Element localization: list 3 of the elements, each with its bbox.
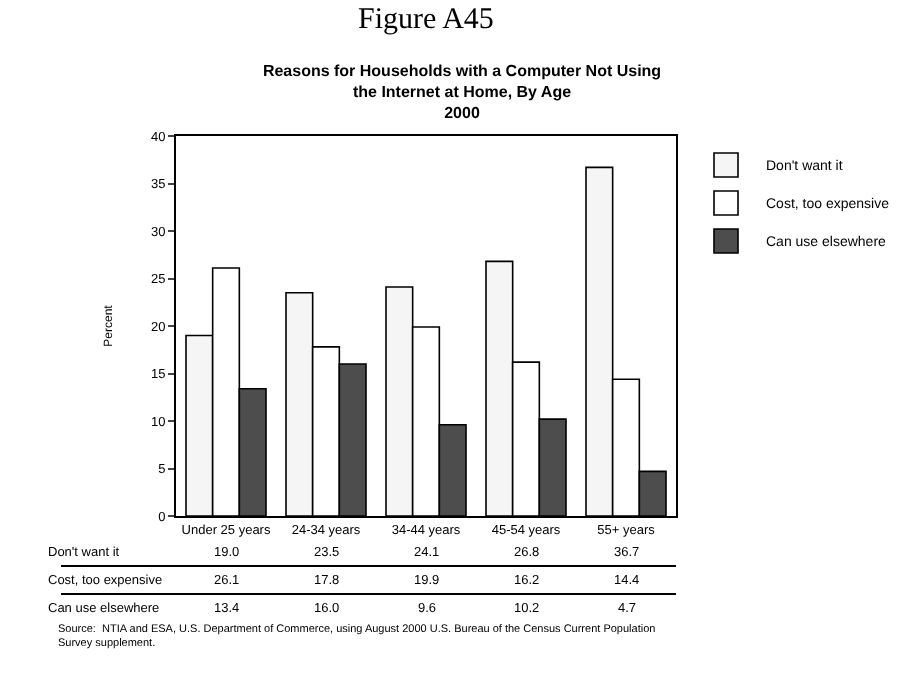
- chart-subtitle: 2000: [444, 103, 481, 122]
- chart-title: Reasons for Households with a Computer Not Using the Internet at Home, By Age: [262, 62, 662, 101]
- caption: Figure A45: [358, 4, 494, 36]
